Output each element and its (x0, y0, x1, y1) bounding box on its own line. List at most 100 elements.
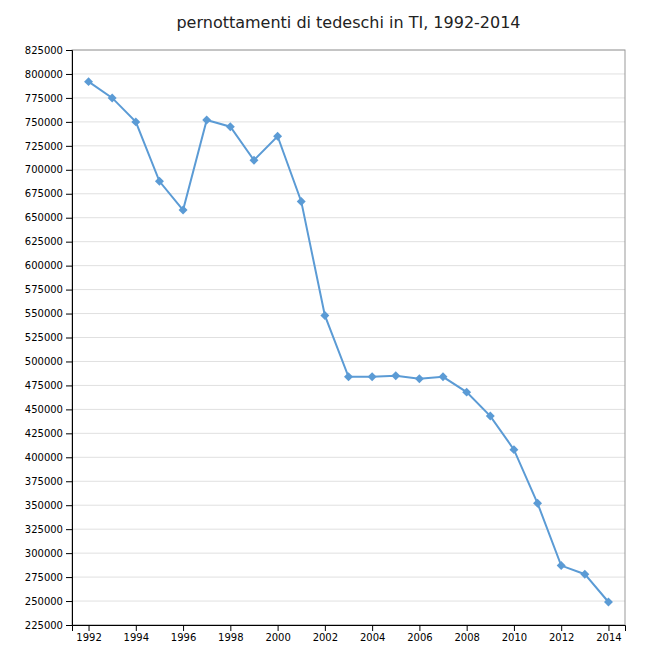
tick-label: 1994 (124, 632, 149, 643)
tick: 400000 (25, 452, 72, 463)
tick: 325000 (25, 524, 72, 535)
marker (344, 372, 353, 381)
plot-frame (72, 50, 625, 625)
tick-mark (514, 625, 515, 631)
tick: 775000 (25, 93, 72, 104)
tick-mark (66, 194, 72, 195)
grid-line (72, 313, 625, 314)
tick-mark (66, 338, 72, 339)
tick: 575000 (25, 284, 72, 295)
grid-line (72, 97, 625, 98)
grid-line (72, 577, 625, 578)
tick-mark (66, 553, 72, 554)
tick-label: 600000 (25, 260, 63, 271)
tick-mark (66, 457, 72, 458)
title: pernottamenti di tedeschi in TI, 1992-20… (176, 13, 520, 32)
tick-mark (66, 433, 72, 434)
marker (226, 122, 235, 131)
grid-line (72, 529, 625, 530)
tick-mark (66, 577, 72, 578)
tick-mark (66, 385, 72, 386)
tick: 1992 (76, 625, 101, 643)
marker (557, 561, 566, 570)
marker (202, 115, 211, 124)
grid-line (72, 289, 625, 290)
tick-label: 700000 (25, 164, 63, 175)
marker (439, 372, 448, 381)
tick: 625000 (25, 236, 72, 247)
tick-mark (419, 625, 420, 631)
marker (84, 77, 93, 86)
grid-line (72, 121, 625, 122)
tick: 750000 (25, 117, 72, 128)
grid-line (72, 481, 625, 482)
tick: 2012 (549, 625, 574, 643)
tick: 225000 (25, 620, 72, 631)
tick-mark (66, 218, 72, 219)
tick: 600000 (25, 260, 72, 271)
tick: 550000 (25, 308, 72, 319)
tick-mark (66, 625, 72, 626)
grid-line (72, 241, 625, 242)
tick-label: 825000 (25, 45, 63, 56)
tick: 675000 (25, 188, 72, 199)
tick-mark (66, 74, 72, 75)
tick-label: 1998 (218, 632, 243, 643)
tick-label: 2002 (313, 632, 338, 643)
tick-label: 325000 (25, 524, 63, 535)
tick: 1994 (124, 625, 149, 643)
tick-label: 725000 (25, 141, 63, 152)
tick-mark (66, 481, 72, 482)
tick: 425000 (25, 428, 72, 439)
marker (249, 156, 258, 165)
tick: 825000 (25, 45, 72, 56)
tick-label: 300000 (25, 548, 63, 559)
grid-line (72, 409, 625, 410)
marker (131, 117, 140, 126)
y-axis: 2250002500002750003000003250003500003750… (25, 45, 73, 631)
x-axis: 1992199419961998200020022004200620082010… (73, 625, 626, 643)
marker (179, 206, 188, 215)
tick-mark (66, 242, 72, 243)
tick-mark (136, 625, 137, 631)
tick-label: 675000 (25, 188, 63, 199)
tick: 2000 (265, 625, 290, 643)
grid-line (72, 601, 625, 602)
tick-label: 2014 (596, 632, 621, 643)
marker (273, 132, 282, 141)
grid-line (72, 265, 625, 266)
tick: 350000 (25, 500, 72, 511)
tick-label: 2012 (549, 632, 574, 643)
tick: 725000 (25, 141, 72, 152)
tick: 2014 (596, 625, 621, 643)
tick-mark (66, 290, 72, 291)
tick: 800000 (25, 69, 72, 80)
grid-line (72, 361, 625, 362)
tick: 300000 (25, 548, 72, 559)
grid-line (72, 505, 625, 506)
tick: 1998 (218, 625, 243, 643)
series (84, 77, 613, 606)
tick-label: 2010 (502, 632, 527, 643)
tick-mark (66, 361, 72, 362)
tick-label: 425000 (25, 428, 63, 439)
tick-mark (66, 170, 72, 171)
tick-label: 375000 (25, 476, 63, 487)
grid-line (72, 553, 625, 554)
chart: pernottamenti di tedeschi in TI, 1992-20… (0, 0, 649, 661)
tick-mark (561, 625, 562, 631)
grid-line (72, 73, 625, 74)
marker (509, 445, 518, 454)
grid-line (72, 217, 625, 218)
plot: 1992199419961998200020022004200620082010… (25, 45, 626, 643)
tick-label: 550000 (25, 308, 63, 319)
tick: 2004 (360, 625, 385, 643)
marker (533, 499, 542, 508)
tick-mark (66, 266, 72, 267)
tick: 475000 (25, 380, 72, 391)
tick: 650000 (25, 212, 72, 223)
line (89, 82, 609, 602)
tick-label: 2004 (360, 632, 385, 643)
tick: 250000 (25, 596, 72, 607)
tick-label: 625000 (25, 236, 63, 247)
